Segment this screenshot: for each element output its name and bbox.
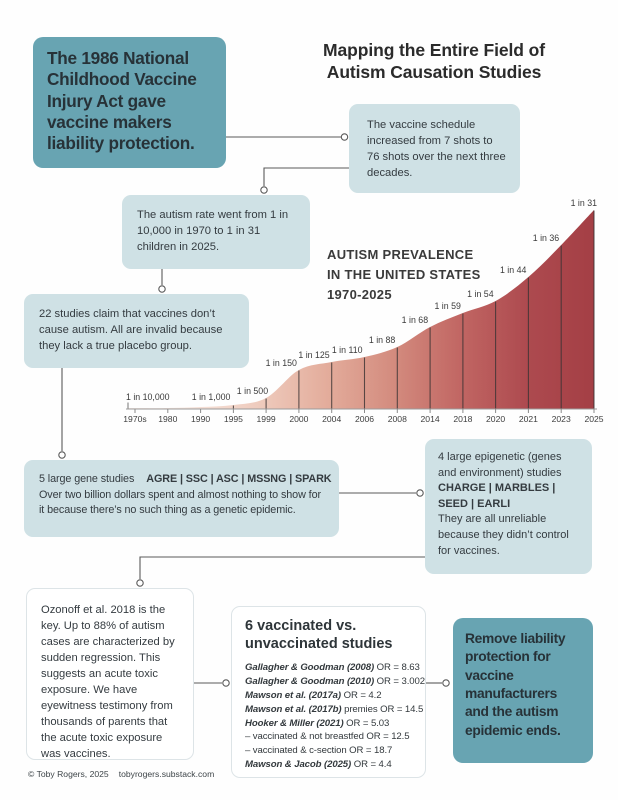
ozonoff-text: Ozonoff et al. 2018 is the key. Up to 88… xyxy=(41,604,175,761)
remove-liability-box: Remove liability protection for vaccine … xyxy=(453,618,593,763)
study-odds-ratio: OR = 3.002 xyxy=(374,675,425,687)
year-label: 2020 xyxy=(486,414,505,424)
chart-title-line1: AUTISM PREVALENCE xyxy=(327,247,474,262)
study-odds-ratio: OR = 8.63 xyxy=(374,661,420,673)
page-title-line2: Autism Causation Studies xyxy=(326,62,542,83)
year-label: 2018 xyxy=(453,414,472,424)
prevalence-area xyxy=(128,210,594,409)
study-name: Mawson & Jacob (2025) xyxy=(245,759,352,771)
gene-studies-names: AGRE | SSC | ASC | MSSNG | SPARK xyxy=(146,473,332,485)
vax-unvax-title-line1: 6 vaccinated vs. xyxy=(245,618,357,634)
year-label: 1980 xyxy=(158,414,177,424)
year-label: 1990 xyxy=(191,414,210,424)
study-result-row: – vaccinated & c-section OR = 18.7 xyxy=(245,744,413,758)
year-label: 2006 xyxy=(355,414,374,424)
study-odds-ratio: OR = 4.2 xyxy=(341,689,382,701)
study-odds-ratio: – vaccinated & not breastfed OR = 12.5 xyxy=(245,731,410,743)
autism-rate-text: The autism rate went from 1 in 10,000 in… xyxy=(137,209,289,254)
year-label: 2023 xyxy=(552,414,571,424)
epigenetic-lead: 4 large epigenetic (genes and environmen… xyxy=(438,451,562,479)
year-label: 2008 xyxy=(388,414,407,424)
page-title-line1: Mapping the Entire Field of xyxy=(323,39,545,60)
rate-label: 1 in 68 xyxy=(402,315,429,325)
footer: © Toby Rogers, 2025 tobyrogers.substack.c… xyxy=(28,769,214,779)
gene-studies-box: 5 large gene studies AGRE | SSC | ASC | M… xyxy=(24,460,339,537)
year-label: 2000 xyxy=(289,414,308,424)
rate-label: 1 in 150 xyxy=(266,358,297,368)
vax-unvax-title-line2: unvaccinated studies xyxy=(245,635,393,652)
footer-site-text: tobyrogers.substack.com xyxy=(118,769,215,779)
epigenetic-body: They are all unreliable because they did… xyxy=(438,513,569,557)
node-circle xyxy=(416,489,424,497)
rate-label: 1 in 500 xyxy=(237,386,268,396)
rate-label: 1 in 44 xyxy=(500,265,527,275)
node-circle xyxy=(58,451,66,459)
connector-epigenetic-to-ozonoff xyxy=(139,556,425,579)
page-title: Mapping the Entire Field of Autism Causat… xyxy=(288,39,580,85)
node-circle xyxy=(260,186,268,194)
chart-title: AUTISM PREVALENCE IN THE UNITED STATES 1… xyxy=(327,245,481,305)
epigenetic-names: CHARGE | MARBLES | SEED | EARLI xyxy=(438,482,556,510)
gene-studies-lead-text: 5 large gene studies xyxy=(39,473,135,485)
gene-studies-body: Over two billion dollars spent and almos… xyxy=(39,488,321,517)
study-odds-ratio: OR = 5.03 xyxy=(343,717,390,729)
study-odds-ratio: premies OR = 14.5 xyxy=(341,703,424,715)
rate-label: 1 in 110 xyxy=(332,345,363,355)
node-circle xyxy=(136,579,144,587)
study-result-row: Mawson et al. (2017a) OR = 4.2 xyxy=(245,689,413,703)
chart-title-line2: IN THE UNITED STATES xyxy=(327,267,481,282)
connector-schedule-to-rate xyxy=(263,167,349,186)
node-circle xyxy=(222,679,230,687)
study-odds-ratio: – vaccinated & c-section OR = 18.7 xyxy=(245,745,393,757)
ozonoff-box: Ozonoff et al. 2018 is the key. Up to 88… xyxy=(26,588,194,760)
vaccine-schedule-box: The vaccine schedule increased from 7 sh… xyxy=(349,104,520,193)
epigenetic-studies-box: 4 large epigenetic (genes and environmen… xyxy=(425,439,592,574)
invalid-studies-box: 22 studies claim that vaccines don’t cau… xyxy=(24,294,249,368)
study-result-row: Hooker & Miller (2021) OR = 5.03 xyxy=(245,717,413,731)
study-name: Mawson et al. (2017b) xyxy=(245,703,342,715)
copyright-text: © Toby Rogers, 2025 xyxy=(28,769,109,779)
vax-unvax-studies-box: 6 vaccinated vs. unvaccinated studies Gal… xyxy=(231,606,426,778)
study-name: Hooker & Miller (2021) xyxy=(245,717,344,729)
study-result-row: Mawson & Jacob (2025) OR = 4.4 xyxy=(245,758,413,772)
invalid-studies-text: 22 studies claim that vaccines don’t cau… xyxy=(39,308,223,353)
liability-act-box: The 1986 National Childhood Vaccine Inju… xyxy=(33,37,226,168)
vaccine-schedule-text: The vaccine schedule increased from 7 sh… xyxy=(367,119,506,180)
year-label: 2014 xyxy=(421,414,440,424)
year-label: 2021 xyxy=(519,414,538,424)
gene-studies-lead: 5 large gene studies AGRE | SSC | ASC | M… xyxy=(39,472,332,488)
autism-rate-box: The autism rate went from 1 in 10,000 in… xyxy=(122,195,310,269)
autism-prevalence-chart: 1970s 1980 1990 1995 1999 2000 2004 2006 2008 201… xyxy=(95,195,607,440)
year-label: 1995 xyxy=(224,414,243,424)
rate-label: 1 in 125 xyxy=(298,350,329,360)
study-name: Mawson et al. (2017a) xyxy=(245,689,342,701)
year-label: 1999 xyxy=(257,414,276,424)
rate-label: 1 in 36 xyxy=(533,233,560,243)
year-label: 2025 xyxy=(584,414,603,424)
rate-label: 1 in 31 xyxy=(571,198,598,208)
vax-unvax-title: 6 vaccinated vs. unvaccinated studies xyxy=(245,618,413,654)
study-name: Gallagher & Goodman (2008) xyxy=(245,661,375,673)
rate-label: 1 in 1,000 xyxy=(192,392,231,402)
year-label: 2004 xyxy=(322,414,341,424)
chart-title-line3: 1970-2025 xyxy=(327,287,392,302)
study-result-row: Mawson et al. (2017b) premies OR = 14.5 xyxy=(245,703,423,717)
study-result-row: Gallagher & Goodman (2008) OR = 8.63 xyxy=(245,661,420,675)
study-name: Gallagher & Goodman (2010) xyxy=(245,675,375,687)
study-result-row: – vaccinated & not breastfed OR = 12.5 xyxy=(245,730,413,744)
study-odds-ratio: OR = 4.4 xyxy=(351,759,392,771)
year-label: 1970s xyxy=(123,414,146,424)
prevalence-chart-svg: 1970s 1980 1990 1995 1999 2000 2004 2006 2008 201… xyxy=(123,198,603,424)
rate-label: 1 in 54 xyxy=(467,289,494,299)
rate-label: 1 in 10,000 xyxy=(126,392,170,402)
remove-liability-text: Remove liability protection for vaccine … xyxy=(465,631,566,738)
study-result-row: Gallagher & Goodman (2010) OR = 3.002 xyxy=(245,675,425,689)
rate-label: 1 in 59 xyxy=(434,301,461,311)
rate-label: 1 in 88 xyxy=(369,335,396,345)
liability-act-text: The 1986 National Childhood Vaccine Inju… xyxy=(47,48,197,154)
node-circle xyxy=(340,133,349,141)
node-circle xyxy=(442,679,450,687)
